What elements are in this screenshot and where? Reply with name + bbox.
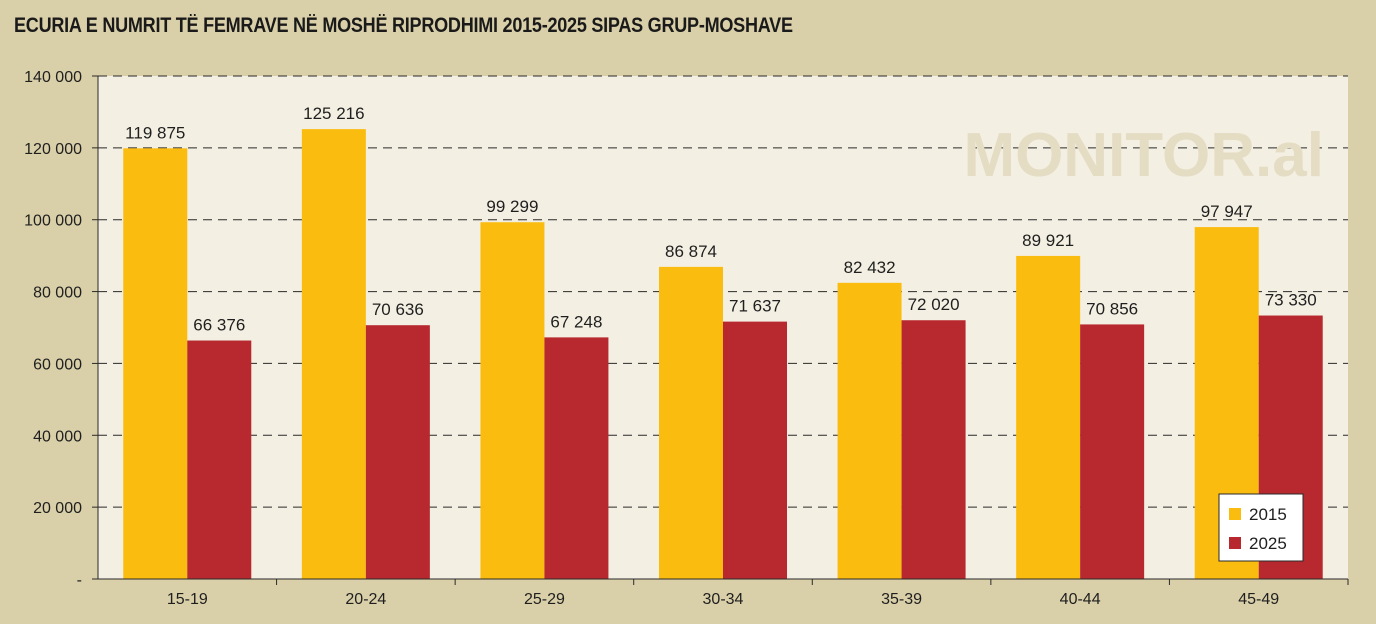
x-tick-label: 15-19 xyxy=(167,591,208,608)
x-tick-label: 45-49 xyxy=(1238,591,1279,608)
data-label-2015-40-44: 89 921 xyxy=(1022,231,1074,250)
data-label-2025-25-29: 67 248 xyxy=(550,312,602,331)
watermark: MONITOR.al xyxy=(963,121,1324,190)
data-label-2015-45-49: 97 947 xyxy=(1201,202,1253,221)
data-label-2025-45-49: 73 330 xyxy=(1265,291,1317,310)
bar-2025-20-24 xyxy=(365,325,430,579)
bar-2015-15-19 xyxy=(123,148,188,579)
y-tick-label: 120 000 xyxy=(24,141,82,158)
legend-swatch-2025 xyxy=(1229,537,1241,549)
legend-box xyxy=(1218,493,1304,562)
data-label-2015-35-39: 82 432 xyxy=(844,258,896,277)
y-tick-label: 140 000 xyxy=(24,69,82,86)
bar-2015-35-39 xyxy=(837,282,902,579)
legend: 2015 2025 xyxy=(1218,493,1304,562)
legend-swatch-2015 xyxy=(1229,508,1241,520)
bar-2025-25-29 xyxy=(544,337,609,579)
x-tick-label: 25-29 xyxy=(524,591,565,608)
y-tick-label: 80 000 xyxy=(33,285,82,302)
data-label-2025-30-34: 71 637 xyxy=(729,297,781,316)
bar-2025-15-19 xyxy=(187,340,252,579)
bar-2025-35-39 xyxy=(901,320,966,579)
y-tick-label: 40 000 xyxy=(33,428,82,445)
data-label-2015-15-19: 119 875 xyxy=(125,123,185,142)
data-label-2025-40-44: 70 856 xyxy=(1086,299,1138,318)
data-label-2025-15-19: 66 376 xyxy=(193,316,245,335)
bar-2015-40-44 xyxy=(1016,255,1081,579)
axes: - 20 000 40 000 60 000 80 000 100 000 120 000 1… xyxy=(24,69,1349,608)
data-label-2025-20-24: 70 636 xyxy=(372,300,424,319)
bar-2015-25-29 xyxy=(480,222,545,579)
data-label-2015-25-29: 99 299 xyxy=(486,197,538,216)
x-tick-label: 20-24 xyxy=(345,591,386,608)
legend-label-2015: 2015 xyxy=(1249,505,1287,524)
chart-title: ECURIA E NUMRIT TË FEMRAVE NË MOSHË RIPR… xyxy=(14,14,793,37)
bar-2015-30-34 xyxy=(659,266,723,579)
data-label-2015-30-34: 86 874 xyxy=(665,242,717,261)
y-tick-label: 60 000 xyxy=(33,356,82,373)
y-tick-label: 100 000 xyxy=(24,213,82,230)
legend-label-2025: 2025 xyxy=(1249,534,1287,553)
y-tick-label: - xyxy=(77,572,82,589)
x-tick-label: 30-34 xyxy=(703,591,744,608)
x-tick-label: 40-44 xyxy=(1060,591,1101,608)
bar-2025-40-44 xyxy=(1080,324,1145,579)
bar-2025-30-34 xyxy=(723,321,787,579)
data-labels: 119 875 66 376 125 216 70 636 99 299 67 248 86… xyxy=(125,104,1317,334)
x-tick-label: 35-39 xyxy=(881,591,922,608)
bar-2015-20-24 xyxy=(301,129,366,579)
y-tick-label: 20 000 xyxy=(33,500,82,517)
data-label-2015-20-24: 125 216 xyxy=(303,104,364,123)
data-label-2025-35-39: 72 020 xyxy=(908,295,960,314)
